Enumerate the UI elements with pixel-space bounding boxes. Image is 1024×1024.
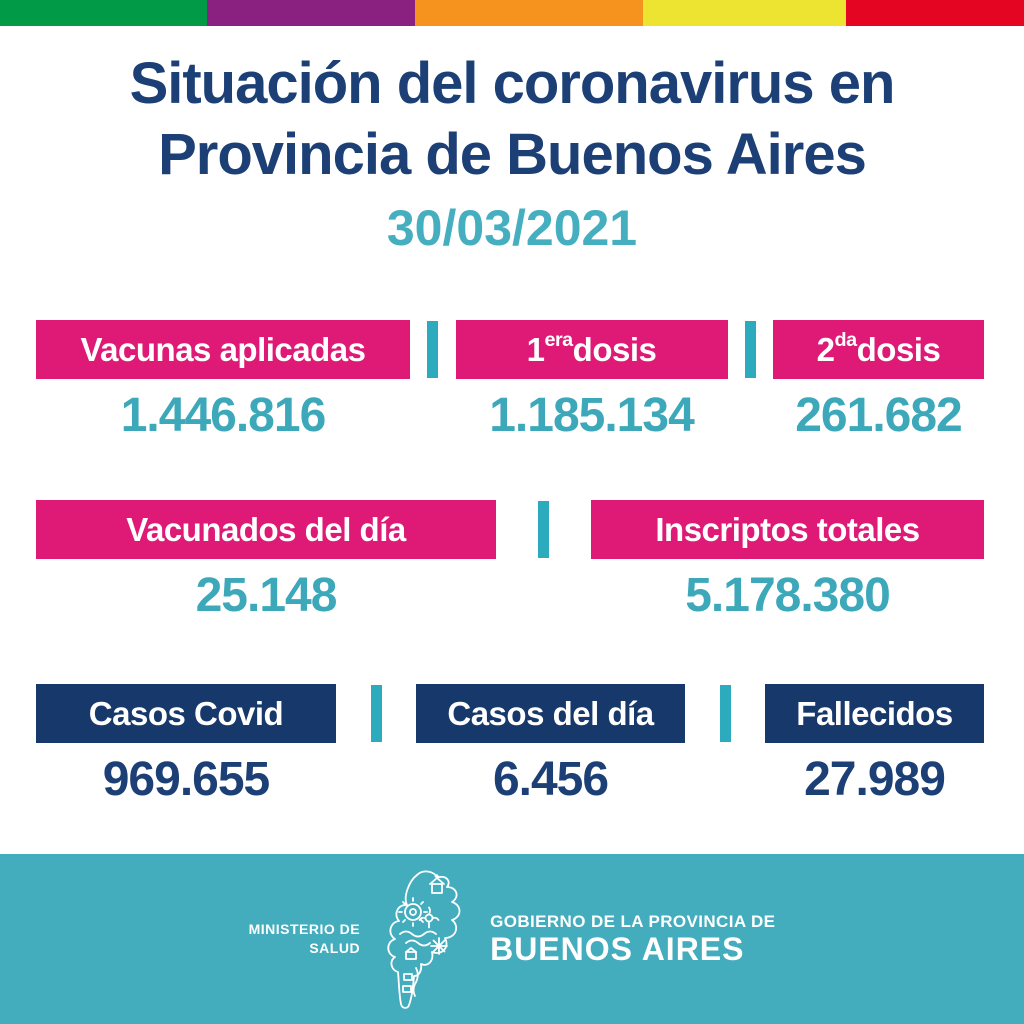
stat-label-banner: 1 era dosis bbox=[455, 320, 728, 379]
report-date: 30/03/2021 bbox=[386, 200, 638, 256]
government-line2: BUENOS AIRES bbox=[490, 931, 745, 967]
stat-value: 1.185.134 bbox=[489, 389, 695, 442]
stat-casos-del-dia: Casos del día 6.456 bbox=[416, 684, 685, 805]
stat-value: 27.989 bbox=[804, 753, 946, 806]
page-title: Situación del coronavirus en Provincia d… bbox=[0, 48, 1024, 190]
stat-label-banner: Inscriptos totales bbox=[591, 500, 984, 559]
stripe-yellow-icon bbox=[643, 0, 846, 26]
stat-label-banner: Vacunados del día bbox=[36, 500, 496, 559]
stat-inscriptos-totales: Inscriptos totales 5.178.380 bbox=[591, 500, 984, 621]
stat-primera-dosis: 1 era dosis 1.185.134 bbox=[455, 320, 728, 442]
stat-label: Inscriptos totales bbox=[655, 510, 920, 548]
stat-label-banner: Vacunas aplicadas bbox=[36, 320, 410, 379]
stat-value: 25.148 bbox=[195, 569, 338, 622]
stripe-red-icon bbox=[845, 0, 1024, 26]
footer: MINISTERIO DE SALUD bbox=[0, 854, 1024, 1024]
decorative-color-bar bbox=[0, 0, 1024, 26]
stat-label: Casos del día bbox=[447, 694, 654, 732]
daily-vaccination-row: Vacunados del día 25.148 Inscriptos tota… bbox=[36, 500, 984, 621]
stat-value: 261.682 bbox=[795, 389, 963, 442]
government-line1: GOBIERNO DE LA PROVINCIA DE bbox=[490, 912, 776, 931]
stat-fallecidos: Fallecidos 27.989 bbox=[765, 684, 984, 805]
vaccination-totals-row: Vacunas aplicadas 1.446.816 1 era dosis 1… bbox=[36, 320, 984, 441]
ministry-line2: SALUD bbox=[309, 940, 361, 956]
divider-bar bbox=[719, 685, 731, 742]
divider-bar bbox=[370, 685, 382, 742]
stat-label-banner: Casos del día bbox=[416, 684, 685, 743]
covid-cases-row: Casos Covid 969.655 Casos del día 6.456 … bbox=[36, 684, 984, 805]
stat-value: 969.655 bbox=[102, 753, 271, 806]
stat-value: 6.456 bbox=[492, 753, 609, 806]
stat-segunda-dosis: 2 da dosis 261.682 bbox=[773, 320, 984, 441]
stat-label: Vacunas aplicadas bbox=[80, 330, 366, 368]
stat-label-banner: Fallecidos bbox=[765, 684, 984, 743]
buenos-aires-province-emblem-icon bbox=[387, 870, 461, 1009]
stat-label-rest: dosis bbox=[572, 330, 657, 368]
divider-bar bbox=[538, 501, 549, 558]
stat-value: 5.178.380 bbox=[685, 569, 891, 622]
page-title-line2: Provincia de Buenos Aires bbox=[158, 122, 867, 187]
stat-value: 1.446.816 bbox=[120, 389, 327, 442]
ministry-label: MINISTERIO DE SALUD bbox=[249, 920, 361, 958]
header: Situación del coronavirus en Provincia d… bbox=[0, 48, 1024, 254]
stat-label-banner: 2 da dosis bbox=[773, 320, 984, 379]
stat-label: Vacunados del día bbox=[126, 510, 406, 548]
stat-label-base: 2 bbox=[816, 330, 835, 368]
stripe-green-icon bbox=[0, 0, 207, 26]
stat-casos-covid: Casos Covid 969.655 bbox=[36, 684, 336, 805]
stat-label-banner: Casos Covid bbox=[36, 684, 336, 743]
stat-vacunas-aplicadas: Vacunas aplicadas 1.446.816 bbox=[36, 320, 410, 441]
divider-bar bbox=[744, 321, 756, 378]
page-title-line1: Situación del coronavirus en bbox=[129, 51, 896, 116]
stat-label-base: 1 bbox=[526, 330, 545, 368]
stat-label-rest: dosis bbox=[856, 330, 941, 368]
stat-label: Fallecidos bbox=[796, 694, 953, 732]
divider-bar bbox=[427, 321, 439, 378]
ministry-line1: MINISTERIO DE bbox=[248, 921, 361, 937]
stat-vacunados-del-dia: Vacunados del día 25.148 bbox=[36, 500, 496, 621]
government-label: GOBIERNO DE LA PROVINCIA DE BUENOS AIRES bbox=[490, 912, 775, 966]
stat-label-superscript: era bbox=[544, 328, 573, 351]
stripe-purple-icon bbox=[206, 0, 415, 26]
stripe-orange-icon bbox=[414, 0, 644, 26]
stat-label-superscript: da bbox=[834, 328, 858, 351]
stat-label: Casos Covid bbox=[88, 694, 284, 732]
